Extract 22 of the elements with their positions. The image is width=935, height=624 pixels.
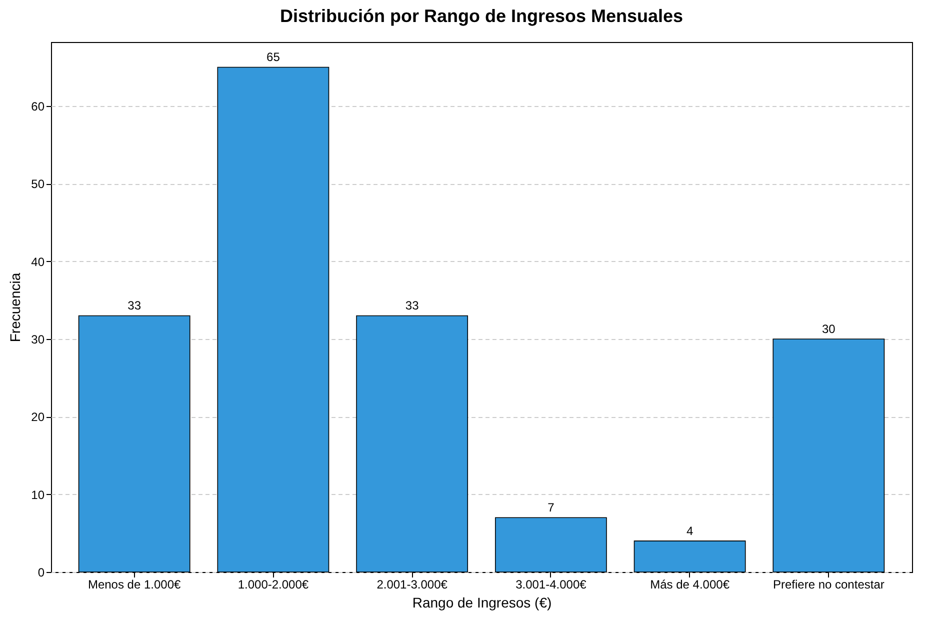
data-label: 4 <box>686 524 694 538</box>
y-tick-label: 10 <box>31 488 45 502</box>
data-label: 7 <box>548 500 555 515</box>
y-tick-label: 50 <box>31 177 45 192</box>
x-tick-label: Menos de 1.000€ <box>88 578 182 592</box>
x-tick-label: Más de 4.000€ <box>650 578 730 592</box>
y-tick-label: 0 <box>38 566 45 580</box>
x-tick-label: 3.001-4.000€ <box>516 578 587 592</box>
x-tick-label: Prefiere no contestar <box>772 578 884 592</box>
x-tick-label: 2.001-3.000€ <box>376 578 448 592</box>
x-tick-label: 1.000-2.000€ <box>238 578 309 592</box>
y-tick-label: 40 <box>31 254 45 269</box>
data-label: 33 <box>128 298 142 313</box>
y-axis-title: Frecuencia <box>7 272 24 342</box>
x-axis-title: Rango de Ingresos (€) <box>412 594 552 610</box>
data-label: 30 <box>822 322 836 336</box>
data-label: 65 <box>266 50 280 64</box>
y-tick-label: 30 <box>31 332 45 347</box>
data-label: 33 <box>405 298 420 313</box>
y-tick-label: 20 <box>31 410 45 424</box>
y-tick-label: 60 <box>31 100 45 114</box>
chart-title: Distribución por Rango de Ingresos Mensuales <box>280 6 684 26</box>
